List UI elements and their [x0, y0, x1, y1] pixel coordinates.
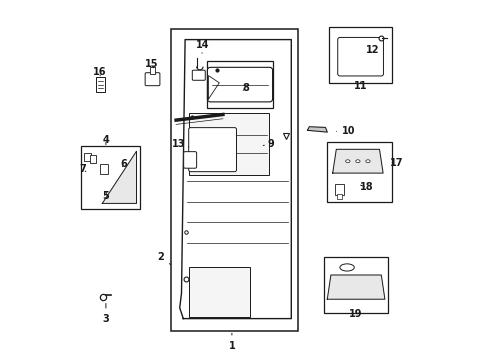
- Bar: [170, 29, 298, 331]
- Text: 18: 18: [359, 182, 373, 192]
- Ellipse shape: [365, 160, 369, 163]
- Bar: [84, 153, 91, 161]
- Text: 12: 12: [365, 45, 378, 55]
- Bar: [81, 146, 140, 209]
- Bar: [188, 267, 249, 317]
- FancyBboxPatch shape: [337, 37, 383, 76]
- Text: 7: 7: [80, 164, 86, 174]
- FancyBboxPatch shape: [192, 70, 205, 80]
- Text: 15: 15: [144, 59, 158, 69]
- Bar: [334, 184, 343, 195]
- Ellipse shape: [339, 264, 354, 271]
- FancyBboxPatch shape: [188, 128, 236, 172]
- Text: 8: 8: [243, 83, 249, 93]
- Text: 16: 16: [93, 67, 106, 77]
- Polygon shape: [332, 149, 382, 173]
- Bar: [101, 164, 108, 174]
- Bar: [149, 67, 155, 74]
- Bar: [89, 154, 96, 163]
- Bar: [188, 113, 268, 175]
- Text: 3: 3: [102, 303, 109, 324]
- Text: 11: 11: [353, 81, 366, 91]
- Bar: [96, 77, 104, 92]
- FancyBboxPatch shape: [145, 73, 160, 86]
- Bar: [326, 142, 391, 202]
- Text: 13: 13: [172, 139, 188, 149]
- Text: 10: 10: [336, 126, 355, 136]
- Text: 14: 14: [196, 40, 209, 53]
- Text: 17: 17: [389, 158, 402, 168]
- Bar: [323, 257, 387, 313]
- Polygon shape: [326, 275, 384, 299]
- Bar: [337, 194, 341, 199]
- Ellipse shape: [345, 160, 349, 163]
- FancyBboxPatch shape: [207, 67, 272, 102]
- Polygon shape: [307, 127, 326, 132]
- Text: 19: 19: [348, 309, 362, 319]
- Text: 9: 9: [263, 139, 273, 149]
- Text: 5: 5: [102, 191, 109, 201]
- Text: 4: 4: [102, 135, 109, 145]
- Text: 2: 2: [157, 252, 170, 265]
- Text: 6: 6: [120, 159, 127, 169]
- Ellipse shape: [355, 160, 359, 163]
- Bar: [328, 27, 391, 83]
- Text: 1: 1: [228, 333, 235, 351]
- FancyBboxPatch shape: [183, 152, 196, 168]
- Bar: [206, 61, 273, 108]
- Polygon shape: [102, 151, 136, 203]
